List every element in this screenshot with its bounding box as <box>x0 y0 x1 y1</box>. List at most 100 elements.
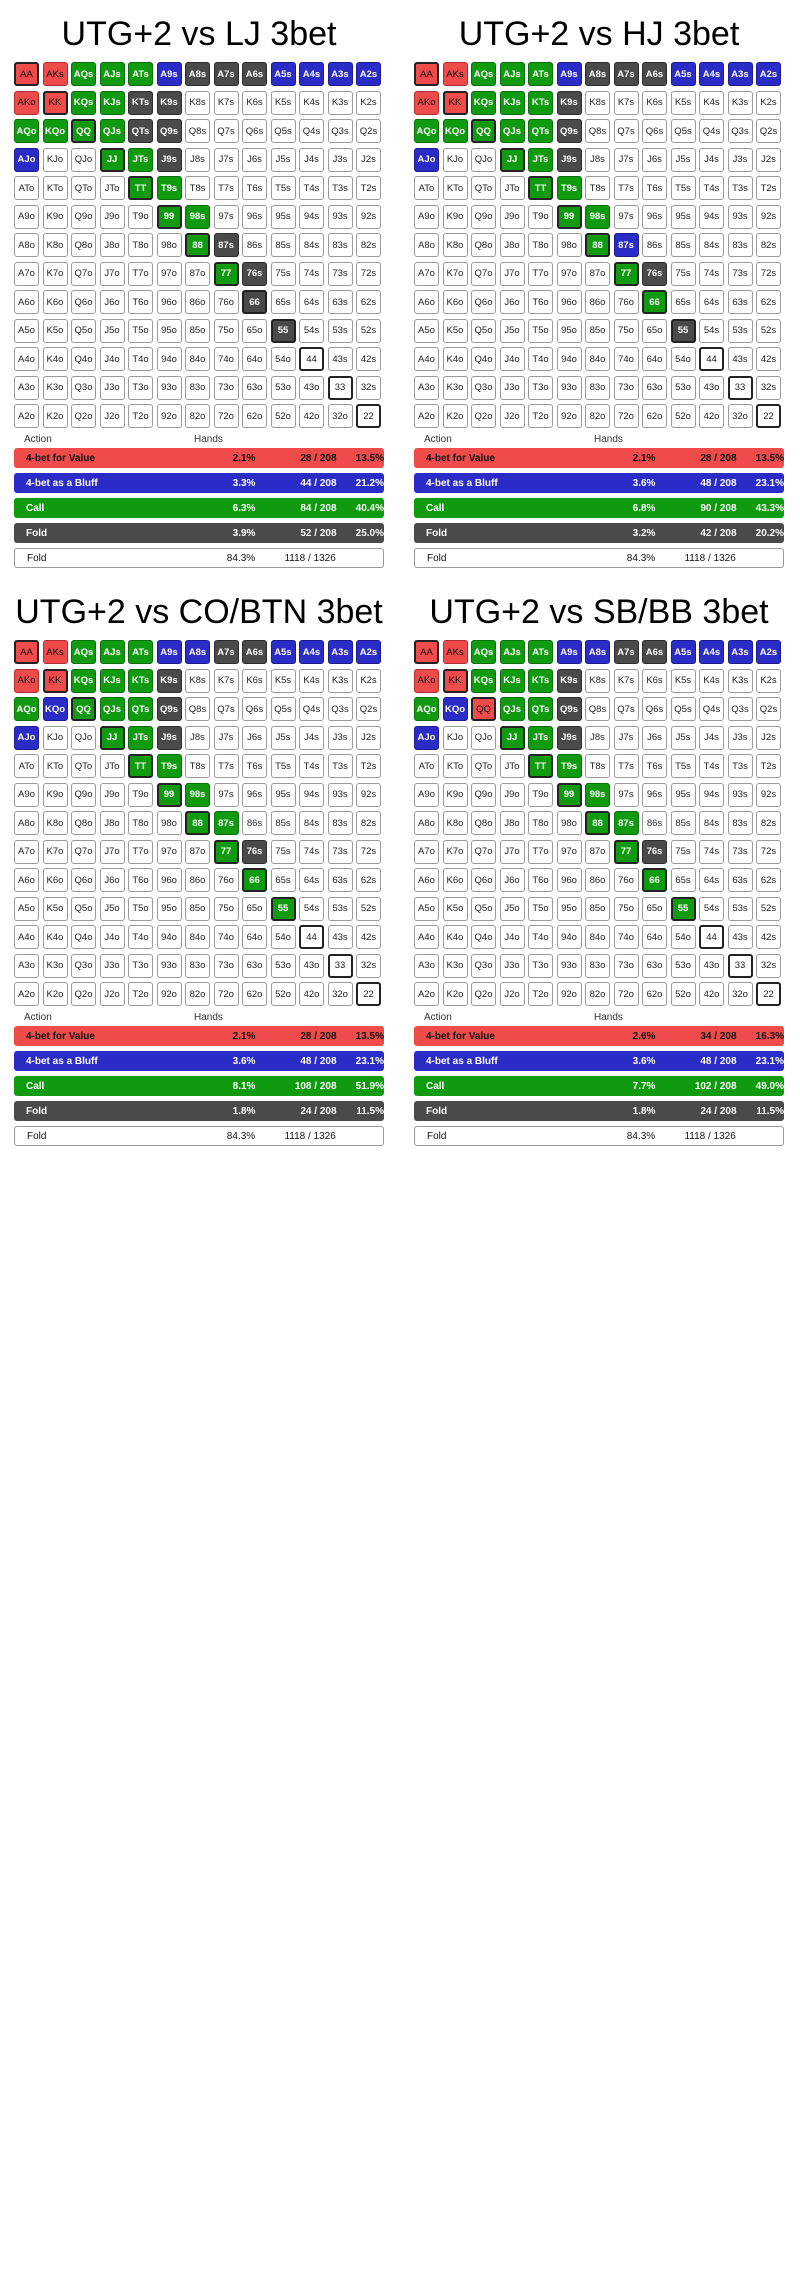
hand-cell[interactable]: Q8s <box>585 697 610 721</box>
hand-cell[interactable]: A2s <box>756 62 781 86</box>
hand-cell[interactable]: 93o <box>556 953 582 978</box>
hand-cell[interactable]: 98s <box>185 204 210 229</box>
hand-cell[interactable]: 85o <box>185 896 210 921</box>
hand-cell[interactable]: K8o <box>442 233 468 257</box>
hand-cell[interactable]: 93s <box>327 782 353 807</box>
hand-cell[interactable]: J4s <box>299 147 324 172</box>
hand-cell[interactable]: A5s <box>270 640 296 664</box>
hand-cell[interactable]: 52s <box>756 896 781 921</box>
hand-cell[interactable]: QTs <box>528 697 553 721</box>
hand-cell[interactable]: J2s <box>356 725 381 750</box>
hand-cell[interactable]: 54o <box>670 925 696 949</box>
hand-cell[interactable]: A5o <box>414 318 439 343</box>
hand-cell[interactable]: A4o <box>414 925 439 949</box>
hand-cell[interactable]: Q2s <box>756 697 781 721</box>
hand-cell[interactable]: 42o <box>699 982 724 1006</box>
hand-cell[interactable]: 44 <box>299 347 324 371</box>
hand-cell[interactable]: J5s <box>670 147 696 172</box>
hand-cell[interactable]: J9o <box>499 782 525 807</box>
hand-cell[interactable]: A5o <box>14 318 39 343</box>
hand-cell[interactable]: K7s <box>613 668 639 693</box>
hand-cell[interactable]: 52o <box>270 404 296 428</box>
hand-cell[interactable]: Q8s <box>185 697 210 721</box>
hand-cell[interactable]: JTs <box>128 147 153 172</box>
hand-cell[interactable]: 98o <box>556 233 582 257</box>
hand-cell[interactable]: T7o <box>128 839 153 864</box>
hand-cell[interactable]: T9s <box>556 176 582 200</box>
hand-cell[interactable]: T5o <box>128 318 153 343</box>
hand-cell[interactable]: ATs <box>528 62 553 86</box>
hand-cell[interactable]: KQo <box>442 697 468 721</box>
hand-cell[interactable]: JTs <box>128 725 153 750</box>
hand-cell[interactable]: 42s <box>356 925 381 949</box>
hand-cell[interactable]: T3o <box>128 375 153 400</box>
hand-cell[interactable]: 74s <box>299 261 324 286</box>
hand-cell[interactable]: 62o <box>642 404 667 428</box>
hand-cell[interactable]: 74o <box>213 925 239 949</box>
hand-cell[interactable]: K8s <box>185 668 210 693</box>
hand-cell[interactable]: T4s <box>299 176 324 200</box>
hand-cell[interactable]: 66 <box>242 868 267 892</box>
hand-cell[interactable]: 54o <box>270 925 296 949</box>
hand-cell[interactable]: K2o <box>442 982 468 1006</box>
hand-cell[interactable]: AJo <box>14 725 39 750</box>
hand-cell[interactable]: 86s <box>242 233 267 257</box>
hand-cell[interactable]: KJo <box>42 725 68 750</box>
hand-cell[interactable]: J9s <box>556 725 582 750</box>
hand-cell[interactable]: T2o <box>128 404 153 428</box>
hand-cell[interactable]: 74o <box>213 347 239 371</box>
hand-cell[interactable]: A4o <box>414 347 439 371</box>
hand-cell[interactable]: J8s <box>585 725 610 750</box>
hand-cell[interactable]: 72s <box>756 261 781 286</box>
hand-cell[interactable]: AQo <box>14 697 39 721</box>
hand-cell[interactable]: 42s <box>356 347 381 371</box>
hand-cell[interactable]: 87o <box>585 261 610 286</box>
hand-cell[interactable]: J3o <box>499 375 525 400</box>
hand-cell[interactable]: T4o <box>128 347 153 371</box>
hand-cell[interactable]: Q8s <box>185 119 210 143</box>
hand-cell[interactable]: K2s <box>356 90 381 115</box>
hand-cell[interactable]: 32s <box>356 953 381 978</box>
hand-cell[interactable]: 65s <box>270 868 296 892</box>
hand-cell[interactable]: 64o <box>642 347 667 371</box>
hand-cell[interactable]: ATo <box>14 176 39 200</box>
hand-cell[interactable]: 52o <box>670 982 696 1006</box>
hand-cell[interactable]: Q7o <box>471 839 496 864</box>
hand-cell[interactable]: Q2o <box>71 404 96 428</box>
hand-cell[interactable]: 43s <box>727 925 753 949</box>
hand-cell[interactable]: 63o <box>242 375 267 400</box>
hand-cell[interactable]: A5s <box>670 62 696 86</box>
hand-cell[interactable]: TT <box>128 754 153 778</box>
hand-cell[interactable]: 32o <box>727 982 753 1006</box>
hand-cell[interactable]: 33 <box>327 953 353 978</box>
hand-cell[interactable]: A8o <box>14 233 39 257</box>
hand-cell[interactable]: 86o <box>585 868 610 892</box>
hand-cell[interactable]: A5o <box>414 896 439 921</box>
hand-cell[interactable]: KJs <box>99 668 125 693</box>
hand-cell[interactable]: Q2o <box>71 982 96 1006</box>
hand-cell[interactable]: 83o <box>185 953 210 978</box>
hand-cell[interactable]: AQo <box>14 119 39 143</box>
hand-cell[interactable]: JJ <box>99 725 125 750</box>
hand-cell[interactable]: Q9s <box>556 697 582 721</box>
hand-cell[interactable]: ATo <box>414 176 439 200</box>
hand-cell[interactable]: A4s <box>699 640 724 664</box>
hand-cell[interactable]: AA <box>14 640 39 664</box>
hand-cell[interactable]: 66 <box>642 868 667 892</box>
hand-cell[interactable]: QQ <box>471 119 496 143</box>
hand-cell[interactable]: T6s <box>642 754 667 778</box>
hand-cell[interactable]: 73o <box>213 953 239 978</box>
hand-cell[interactable]: QJs <box>499 119 525 143</box>
hand-cell[interactable]: 92s <box>756 782 781 807</box>
hand-cell[interactable]: 53o <box>270 375 296 400</box>
hand-cell[interactable]: K5o <box>442 896 468 921</box>
hand-cell[interactable]: A8s <box>585 640 610 664</box>
hand-cell[interactable]: 64s <box>699 290 724 314</box>
hand-cell[interactable]: J9s <box>556 147 582 172</box>
hand-cell[interactable]: ATs <box>128 62 153 86</box>
hand-cell[interactable]: A9o <box>14 204 39 229</box>
hand-cell[interactable]: ATo <box>414 754 439 778</box>
hand-cell[interactable]: J5o <box>99 318 125 343</box>
hand-cell[interactable]: KTo <box>42 754 68 778</box>
hand-cell[interactable]: J8o <box>499 811 525 835</box>
